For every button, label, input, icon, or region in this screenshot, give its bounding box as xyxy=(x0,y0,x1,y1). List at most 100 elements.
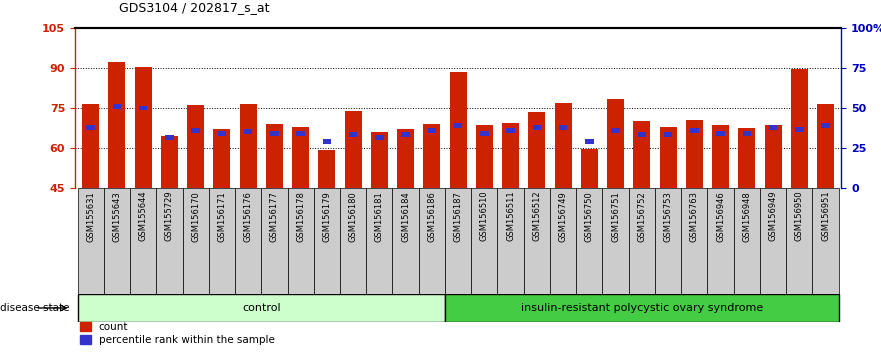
Bar xyxy=(322,139,331,144)
Bar xyxy=(498,188,523,294)
Bar xyxy=(607,99,624,188)
Bar xyxy=(266,124,283,188)
Bar xyxy=(135,67,152,188)
Bar xyxy=(344,111,362,188)
Bar xyxy=(292,127,309,188)
Bar xyxy=(664,132,672,137)
Bar xyxy=(629,188,655,294)
Bar xyxy=(130,188,156,294)
Bar xyxy=(707,188,734,294)
Bar xyxy=(82,104,100,188)
Bar xyxy=(743,131,751,136)
Text: disease state: disease state xyxy=(0,303,70,313)
Bar xyxy=(296,131,305,136)
Bar xyxy=(523,188,550,294)
Bar xyxy=(287,188,314,294)
Bar xyxy=(502,122,519,188)
Bar xyxy=(427,128,436,133)
Text: GSM156753: GSM156753 xyxy=(663,191,672,242)
Bar xyxy=(349,132,358,137)
Text: GSM156512: GSM156512 xyxy=(532,191,541,241)
Text: GSM156171: GSM156171 xyxy=(218,191,226,241)
Bar xyxy=(113,104,122,109)
Bar xyxy=(603,188,629,294)
Bar xyxy=(581,149,598,188)
Bar xyxy=(821,123,830,128)
Text: GSM156750: GSM156750 xyxy=(585,191,594,241)
Bar xyxy=(235,188,262,294)
Text: GSM155729: GSM155729 xyxy=(165,191,174,241)
Bar xyxy=(633,121,650,188)
Bar xyxy=(393,188,418,294)
Text: control: control xyxy=(242,303,280,313)
Bar xyxy=(156,188,182,294)
Text: GSM156176: GSM156176 xyxy=(244,191,253,242)
Bar xyxy=(78,188,104,294)
Bar xyxy=(554,103,572,188)
Text: GSM156177: GSM156177 xyxy=(270,191,279,242)
Bar xyxy=(371,132,388,188)
Bar xyxy=(209,188,235,294)
Bar xyxy=(760,188,786,294)
Bar xyxy=(690,128,699,133)
Bar xyxy=(366,188,393,294)
Bar xyxy=(104,188,130,294)
Bar xyxy=(445,188,471,294)
Bar xyxy=(817,104,834,188)
Bar xyxy=(559,126,567,130)
Bar xyxy=(611,128,620,133)
Text: GSM156181: GSM156181 xyxy=(375,191,384,241)
Bar xyxy=(791,69,808,188)
Bar xyxy=(734,188,760,294)
Text: GSM156763: GSM156763 xyxy=(690,191,699,242)
Text: GSM156186: GSM156186 xyxy=(427,191,436,242)
Bar xyxy=(445,294,839,322)
Bar xyxy=(533,126,541,130)
Bar xyxy=(585,139,594,144)
Bar xyxy=(314,188,340,294)
Bar xyxy=(769,126,777,130)
Bar xyxy=(270,131,278,136)
Text: GSM156180: GSM156180 xyxy=(349,191,358,241)
Text: GSM156170: GSM156170 xyxy=(191,191,200,241)
Text: GSM155644: GSM155644 xyxy=(138,191,148,241)
Text: GSM156948: GSM156948 xyxy=(743,191,751,241)
Bar xyxy=(738,128,755,188)
Legend: count, percentile rank within the sample: count, percentile rank within the sample xyxy=(80,322,275,345)
Text: GSM156950: GSM156950 xyxy=(795,191,803,241)
Bar xyxy=(340,188,366,294)
Text: GSM156749: GSM156749 xyxy=(559,191,567,241)
Bar xyxy=(165,135,174,139)
Text: GSM156949: GSM156949 xyxy=(768,191,778,241)
Text: GSM156187: GSM156187 xyxy=(454,191,463,242)
Bar xyxy=(240,104,256,188)
Bar xyxy=(655,188,681,294)
Text: GSM156511: GSM156511 xyxy=(506,191,515,241)
Text: GSM156178: GSM156178 xyxy=(296,191,305,242)
Text: GSM156946: GSM156946 xyxy=(716,191,725,241)
Bar xyxy=(449,72,467,188)
Bar xyxy=(139,105,147,110)
Bar xyxy=(402,132,410,137)
Bar xyxy=(397,129,414,188)
Bar xyxy=(262,188,287,294)
Bar xyxy=(550,188,576,294)
Bar xyxy=(712,125,729,188)
Bar xyxy=(318,150,336,188)
Bar xyxy=(161,136,178,188)
Bar xyxy=(78,294,445,322)
Bar xyxy=(471,188,498,294)
Bar xyxy=(218,131,226,136)
Bar xyxy=(375,135,383,139)
Bar xyxy=(786,188,812,294)
Bar xyxy=(213,129,231,188)
Text: GSM156179: GSM156179 xyxy=(322,191,331,241)
Bar xyxy=(795,127,803,132)
Bar xyxy=(424,124,440,188)
Bar xyxy=(681,188,707,294)
Bar xyxy=(454,123,463,128)
Bar xyxy=(182,188,209,294)
Bar xyxy=(529,112,545,188)
Bar xyxy=(187,105,204,188)
Bar xyxy=(86,126,95,130)
